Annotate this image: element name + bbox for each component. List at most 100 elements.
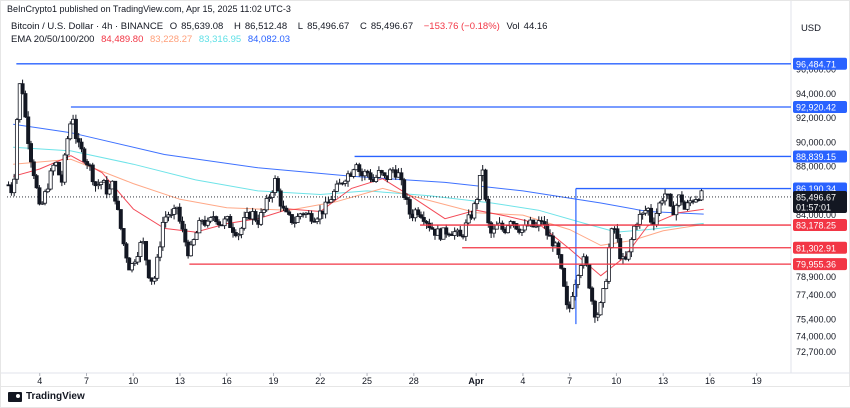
candle-down — [418, 214, 423, 218]
y-tick-label: 72,700.00 — [796, 347, 836, 357]
x-tick-label: 28 — [409, 376, 419, 386]
y-tick-label: 90,000.00 — [796, 137, 836, 147]
x-tick-label: 4 — [37, 376, 42, 386]
candle-down — [545, 223, 550, 236]
candle-up — [188, 244, 193, 257]
candle-up — [640, 212, 645, 215]
candle-down — [20, 83, 25, 94]
x-tick-label: 7 — [567, 376, 572, 386]
candle-down — [85, 161, 90, 166]
candle-up — [601, 288, 606, 304]
ohlc-high: H 86,512.48 — [233, 21, 288, 32]
candle-up — [376, 170, 381, 178]
candle-down — [121, 228, 126, 245]
candle-down — [668, 193, 673, 207]
candle-up — [332, 190, 337, 200]
x-tick-label: 19 — [269, 376, 279, 386]
last-price-label: 85,496.67 — [796, 192, 836, 202]
candle-down — [82, 148, 87, 162]
candle-down — [542, 221, 547, 225]
x-tick-label: 13 — [175, 376, 185, 386]
footer-bar: TradingView — [1, 386, 850, 407]
candle-up — [292, 222, 297, 224]
candle-down — [430, 227, 435, 230]
candle-down — [404, 197, 409, 200]
candle-up — [657, 202, 662, 214]
candle-down — [402, 179, 407, 198]
candle-down — [37, 187, 42, 205]
candle-up — [609, 228, 614, 248]
price-label-bg — [793, 100, 847, 113]
price-label-bg — [793, 258, 847, 271]
candle-down — [416, 209, 421, 216]
candle-down — [29, 143, 34, 163]
candle-down — [34, 175, 39, 189]
candle-down — [90, 164, 95, 183]
candle-down — [124, 243, 129, 259]
candle-down — [615, 228, 620, 239]
candle-up — [346, 173, 351, 182]
ema-label[interactable]: EMA 20/50/100/200 — [11, 34, 95, 45]
candle-up — [654, 212, 659, 226]
candle-up — [163, 216, 168, 223]
candle-up — [40, 202, 45, 205]
candle-down — [231, 227, 236, 233]
volume: Vol 44.16 — [506, 21, 548, 32]
candle-up — [472, 203, 477, 219]
candle-up — [573, 284, 578, 297]
candle-up — [12, 178, 17, 194]
candle-up — [570, 296, 575, 309]
candle-up — [295, 216, 300, 223]
candle-down — [357, 164, 362, 173]
candle-down — [216, 221, 221, 226]
candle-up — [466, 214, 471, 224]
publish-info: BeInCrypto1 published on TradingView.com… — [7, 4, 291, 14]
candle-up — [14, 119, 19, 180]
candle-down — [483, 169, 488, 200]
candle-down — [511, 221, 516, 224]
x-tick-label: 13 — [658, 376, 668, 386]
price-label-bg — [793, 150, 847, 163]
x-tick-label: 16 — [222, 376, 232, 386]
candle-down — [228, 216, 233, 229]
ohlc-change: −153.76 (−0.18%) — [423, 21, 500, 32]
candle-up — [475, 199, 480, 205]
price-chart[interactable]: 96,000.0094,000.0092,000.0090,000.0088,0… — [1, 1, 850, 389]
candle-up — [132, 261, 137, 264]
candle-down — [113, 180, 118, 202]
candle-down — [531, 219, 536, 228]
tradingview-logo[interactable]: TradingView — [8, 391, 85, 402]
candle-down — [23, 93, 28, 118]
symbol-legend: Bitcoin / U.S. Dollar · 4h · BINANCE O 85… — [11, 21, 555, 32]
candle-up — [270, 192, 275, 199]
candle-down — [489, 222, 494, 234]
candle-down — [281, 205, 286, 209]
candle-down — [278, 190, 283, 207]
candle-up — [317, 210, 322, 220]
candle-up — [374, 176, 379, 182]
ohlc-close: C 85,496.67 — [359, 21, 414, 32]
candle-down — [289, 214, 294, 224]
candle-up — [519, 229, 524, 233]
candle-up — [166, 214, 171, 218]
candle-up — [130, 263, 135, 271]
countdown-label: 01:57:01 — [796, 202, 831, 212]
symbol-title[interactable]: Bitcoin / U.S. Dollar · 4h · BINANCE — [11, 21, 164, 32]
ema50-value: 83,228.27 — [150, 34, 193, 45]
candle-down — [26, 116, 31, 144]
candle-up — [343, 180, 348, 184]
candle-down — [365, 170, 370, 174]
candle-up — [329, 199, 334, 203]
x-tick-label: 25 — [362, 376, 372, 386]
tradingview-logo-icon — [8, 391, 22, 402]
candle-down — [284, 207, 289, 213]
candle-up — [17, 83, 22, 120]
candle-up — [51, 164, 56, 172]
x-tick-label: Apr — [468, 376, 484, 386]
candle-down — [550, 235, 555, 247]
candle-up — [99, 181, 104, 185]
candle-down — [559, 254, 564, 269]
x-tick-label: 16 — [705, 376, 715, 386]
candle-up — [152, 277, 157, 282]
